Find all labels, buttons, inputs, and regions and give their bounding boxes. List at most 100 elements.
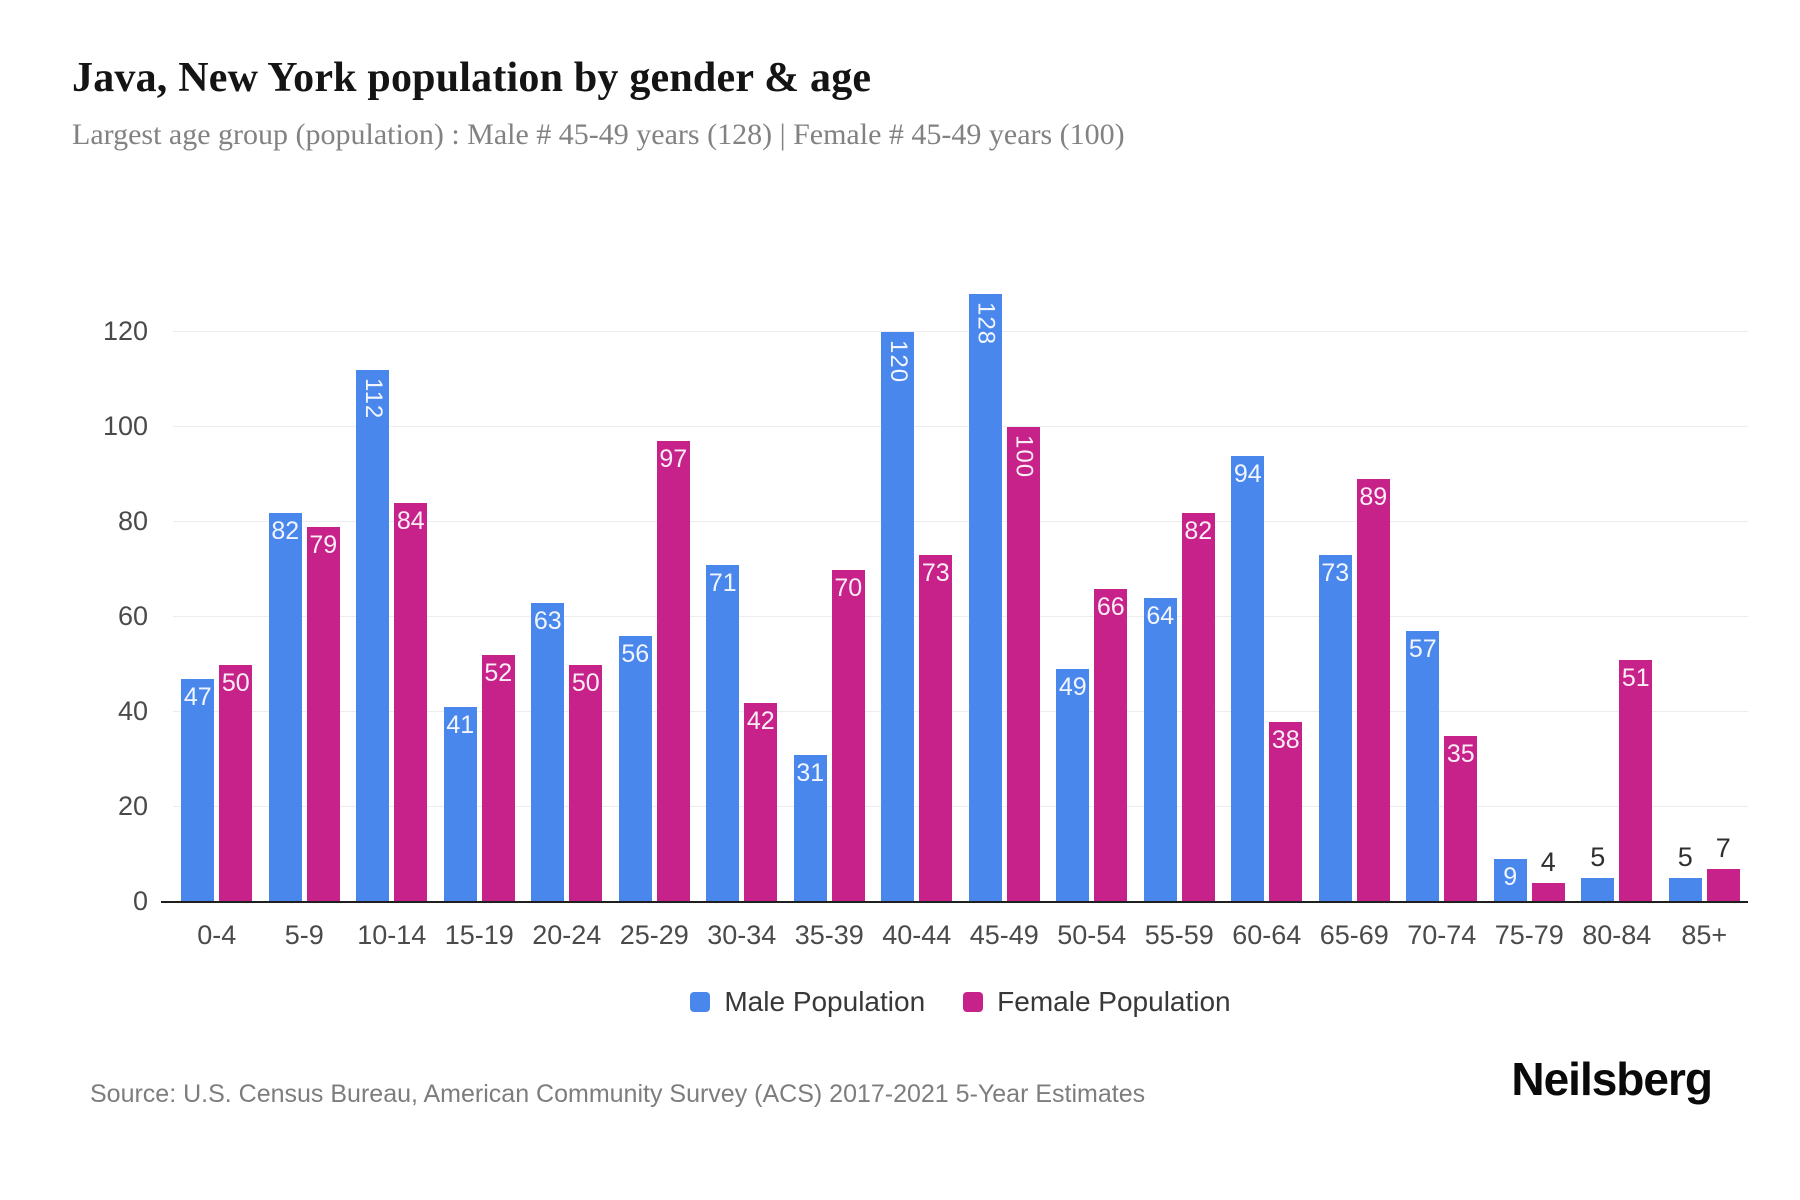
bar-male-70-74[interactable]: 57: [1406, 631, 1440, 902]
x-tick-label-5-9: 5-9: [284, 920, 324, 950]
y-tick-label-60: 60: [117, 601, 148, 631]
bar-value-label: 89: [1359, 483, 1388, 512]
bar-male-40-44[interactable]: 120: [881, 332, 915, 902]
bar-male-45-49[interactable]: 128: [968, 294, 1002, 902]
x-tick-label-20-24: 20-24: [532, 920, 602, 950]
x-tick-label-60-64: 60-64: [1232, 920, 1302, 950]
bar-value-label: 82: [1184, 516, 1213, 545]
bar-value-label: 52: [484, 659, 513, 687]
bar-female-25-29[interactable]: 97: [656, 441, 690, 902]
y-tick-label-100: 100: [102, 411, 148, 441]
source-attribution: Source: U.S. Census Bureau, American Com…: [90, 1080, 1146, 1108]
bar-male-5-9[interactable]: 82: [268, 512, 302, 902]
bar-female-30-34[interactable]: 42: [744, 702, 778, 902]
x-axis-tick-labels: 0-4 5-9 10-14 15-19 20-24 25-29 30-34 35-39 40-4…: [173, 920, 1748, 951]
bar-female-0-4[interactable]: 50: [219, 664, 253, 902]
bar-male-20-24[interactable]: 63: [531, 602, 565, 902]
legend-label-female: Female Population: [997, 986, 1231, 1017]
bar-female-60-64[interactable]: 38: [1269, 721, 1303, 902]
legend-label-male: Male Population: [724, 986, 926, 1017]
x-tick-label-65-69: 65-69: [1319, 920, 1389, 950]
bar-male-50-54[interactable]: 49: [1056, 669, 1090, 902]
bar-value-label: 71: [708, 568, 737, 597]
bar-value-label: 73: [1321, 559, 1350, 588]
gridline-y-40: [173, 711, 1748, 712]
bar-female-40-44[interactable]: 73: [919, 555, 953, 902]
bar-value-label: 38: [1271, 725, 1300, 754]
bar-value-label: 100: [1010, 435, 1038, 479]
y-tick-label-120: 120: [102, 316, 148, 346]
x-tick-label-15-19: 15-19: [444, 920, 514, 950]
bar-female-10-14[interactable]: 84: [394, 503, 428, 902]
legend-swatch-female-icon: [963, 992, 984, 1012]
bar-male-30-34[interactable]: 71: [706, 564, 740, 902]
bar-male-75-79[interactable]: 9: [1493, 859, 1527, 902]
y-axis-tick-labels: 0 20 40 60 80 100 120: [0, 260, 148, 915]
y-tick-label-0: 0: [132, 886, 148, 916]
bar-group-55-59: 64 82: [1136, 260, 1224, 902]
x-tick-label-10-14: 10-14: [357, 920, 427, 950]
bar-female-75-79[interactable]: 4: [1531, 847, 1565, 902]
x-tick-label-70-74: 70-74: [1407, 920, 1477, 950]
bar-value-label: 50: [221, 668, 250, 697]
bar-female-15-19[interactable]: 52: [481, 655, 515, 902]
gridline-y-120: [173, 331, 1748, 332]
bar-male-0-4[interactable]: 47: [181, 678, 215, 902]
bar-female-5-9[interactable]: 79: [306, 526, 340, 902]
y-tick-label-40: 40: [117, 696, 148, 726]
bar-value-label: 5: [1590, 842, 1606, 873]
bar-male-10-14[interactable]: 112: [356, 370, 390, 902]
bar-female-85+[interactable]: 7: [1706, 833, 1740, 902]
bar-male-35-39[interactable]: 31: [793, 754, 827, 902]
bar-group-65-69: 73 89: [1311, 260, 1399, 902]
bar-group-35-39: 31 70: [786, 260, 874, 902]
bar-male-80-84[interactable]: 5: [1581, 842, 1615, 902]
legend-item-male[interactable]: Male Population: [690, 986, 925, 1018]
bar-value-label: 47: [183, 682, 212, 711]
bar-female-80-84[interactable]: 51: [1619, 659, 1653, 902]
bar-male-60-64[interactable]: 94: [1231, 455, 1265, 902]
y-tick-label-20: 20: [117, 791, 148, 821]
bar-group-60-64: 94 38: [1223, 260, 1311, 902]
x-tick-label-35-39: 35-39: [794, 920, 864, 950]
bar-value-label: 120: [884, 340, 912, 384]
gridline-y-60: [173, 616, 1748, 617]
bar-value-label: 4: [1540, 847, 1556, 877]
bar-value-label: 112: [359, 378, 387, 420]
legend-item-female[interactable]: Female Population: [963, 986, 1231, 1018]
bar-value-label: 57: [1408, 635, 1437, 664]
x-axis-line: [161, 901, 1748, 903]
bar-male-25-29[interactable]: 56: [618, 636, 652, 902]
bar-female-70-74[interactable]: 35: [1444, 735, 1478, 902]
bar-value-label: 82: [271, 516, 300, 545]
bar-group-25-29: 56 97: [611, 260, 699, 902]
chart-title: Java, New York population by gender & ag…: [72, 55, 872, 101]
bar-value-label: 31: [796, 758, 825, 787]
bar-male-85+[interactable]: 5: [1668, 842, 1702, 902]
bar-female-45-49[interactable]: 100: [1006, 427, 1040, 902]
bar-value-label: 56: [621, 640, 650, 668]
bar-group-70-74: 57 35: [1398, 260, 1486, 902]
bar-male-65-69[interactable]: 73: [1318, 555, 1352, 902]
bar-group-20-24: 63 50: [523, 260, 611, 902]
plot-area: 47 50 82 79 112 84 41 52 63 50 56 97 71 42 31 70 120 73 12…: [161, 260, 1749, 903]
bar-female-35-39[interactable]: 70: [831, 569, 865, 902]
bar-female-65-69[interactable]: 89: [1356, 479, 1390, 902]
bar-male-15-19[interactable]: 41: [443, 707, 477, 902]
bar-female-20-24[interactable]: 50: [569, 664, 603, 902]
x-tick-label-50-54: 50-54: [1057, 920, 1127, 950]
bar-male-55-59[interactable]: 64: [1143, 598, 1177, 902]
bar-group-10-14: 112 84: [348, 260, 436, 902]
x-tick-label-80-84: 80-84: [1582, 920, 1652, 950]
bar-value-label: 70: [834, 573, 863, 602]
bar-female-50-54[interactable]: 66: [1094, 588, 1128, 902]
gridline-y-20: [173, 806, 1748, 807]
bar-value-label: 97: [659, 445, 688, 474]
bar-female-55-59[interactable]: 82: [1181, 512, 1215, 902]
bar-value-label: 41: [446, 711, 475, 740]
bar-value-label: 49: [1058, 673, 1087, 702]
x-tick-label-25-29: 25-29: [619, 920, 689, 950]
